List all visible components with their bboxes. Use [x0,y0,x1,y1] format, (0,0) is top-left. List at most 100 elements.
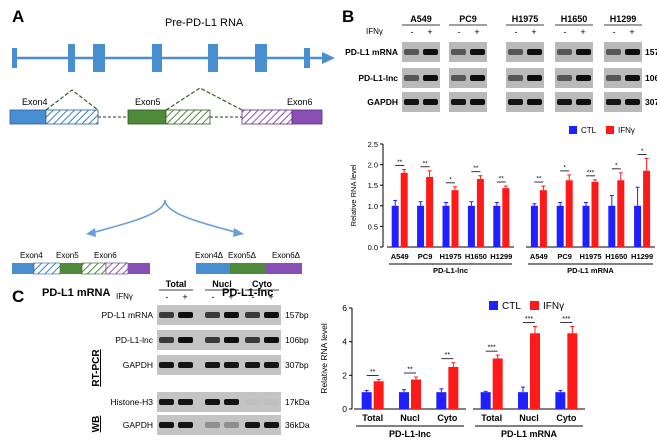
y-tick-label: 0.5 [368,222,378,231]
sig-label: ** [397,159,403,166]
gel-sign-plus: + [531,27,536,37]
blot-band-ifn [178,362,193,368]
sig-label: ** [407,367,413,374]
gel-lane-bg [402,42,440,62]
blot-band-ctl [245,362,260,368]
gel-band-ctl [557,99,572,105]
exon-splicing-row [9,87,323,125]
gel-band-ifn [423,99,438,105]
blot-band-ctl [205,312,220,318]
gel-band-ifn [625,49,640,55]
x-category-label: A549 [530,252,548,261]
blot-band-ctl [205,422,220,428]
blot-band-ctl [245,337,260,343]
group-label: PD-L1 mRNA [567,266,614,275]
wb-row-label: GAPDH [123,420,153,430]
x-category-label: Cyto [556,413,577,423]
x-category-label: A549 [391,252,409,261]
pre-rna-title: Pre-PD-L1 RNA [165,17,244,29]
gel-lane-bg [449,68,487,88]
bar-ifn [411,379,421,409]
bar-ctl [417,205,425,247]
blot-band-ifn [178,399,193,405]
y-tick-label: 1.0 [368,202,378,211]
mrna-exon4-label: Exon4 [20,251,43,260]
panel-c-ifn-label: IFNγ [116,292,133,301]
bar-ctl [467,205,475,247]
blot-band-ifn [178,422,193,428]
bar-ifn [400,172,408,247]
gel-lane-bg [506,92,544,112]
rtpcr-size-label: 157bp [285,310,309,320]
gel-lane-bg [449,92,487,112]
gel-cell-line-label: H1299 [610,14,637,24]
gel-cell-line-label: A549 [410,14,432,24]
splice-arrows [86,199,244,237]
gel-band-ifn [527,49,542,55]
blot-band-ifn [224,422,239,428]
fraction-sign-plus: + [268,292,273,302]
gel-row-label: PD-L1-lnc [358,73,398,83]
panel-c-letter: C [12,287,24,306]
gel-band-ctl [606,99,621,105]
mrna-exon5-label: Exon5 [56,251,79,260]
y-tick-label: 6 [342,303,347,313]
fraction-sign-minus: - [166,292,169,302]
chart-b: 0.0 0.5 1.0 1.5 2.0 2.5 Relative RNA level CTL I… [349,126,655,275]
sig-label: ** [536,176,542,183]
blot-band-ifn [224,337,239,343]
blot-band-ctl [245,422,260,428]
sig-label: *** [562,316,570,323]
gel-sign-minus: - [564,27,567,37]
rtpcr-label: RT-PCR [91,349,102,387]
bar-ctl [436,392,447,409]
bar-ctl [391,205,399,247]
legend-swatch-ifn [530,301,539,310]
x-category-label: Nucl [519,413,539,423]
bar-ifn [591,181,599,247]
pre-rna-structure [12,44,335,72]
gel-band-ifn [527,75,542,81]
bar-ctl [480,392,491,409]
rtpcr-size-label: 106bp [285,335,309,345]
blot-band-ifn [224,362,239,368]
bar-ctl [530,205,538,247]
gel-band-ctl [451,49,466,55]
gel-band-ifn [625,75,640,81]
sig-label: ** [445,352,451,359]
x-category-label: H1299 [631,252,653,261]
gel-band-ifn [576,75,591,81]
mrna-product: Exon4 Exon5 Exon6 PD-L1 mRNA [12,251,150,299]
gel-row-label: GAPDH [367,97,398,107]
bar-ifn [539,190,547,247]
x-category-label: H1299 [490,252,512,261]
x-category-label: PC9 [418,252,433,261]
y-axis-label: Relative RNA level [349,164,358,226]
gel-band-ctl [451,75,466,81]
lnc-exon6-label: Exon6Δ [272,251,301,260]
bar-ifn [373,381,384,409]
x-category-label: H1975 [579,252,601,261]
gel-band-ifn [576,99,591,105]
gel-lane-bg [555,42,593,62]
y-tick-label: 0.0 [368,243,378,252]
x-category-label: Total [481,413,502,423]
sig-label: * [615,162,618,169]
gel-band-ctl [404,99,419,105]
sig-label: * [641,148,644,155]
mrna-label: PD-L1 mRNA [42,287,111,299]
blot-band-ifn [264,399,279,405]
x-category-label: H1975 [439,252,461,261]
mrna-exon6-label: Exon6 [94,251,117,260]
panel-b-gels: B IFNγ A549 - + PC9 - + H1975 - + H1650 - + H1299 - + P… [342,7,657,112]
gel-band-ctl [606,75,621,81]
sig-label: *** [488,345,496,352]
gel-band-ctl [404,75,419,81]
blot-band-ifn [178,312,193,318]
bar-ifn [448,366,459,409]
wb-size-label: 17kDa [285,397,310,407]
gel-sign-minus: - [613,27,616,37]
x-category-label: PC9 [557,252,572,261]
rtpcr-row-label: GAPDH [123,360,153,370]
